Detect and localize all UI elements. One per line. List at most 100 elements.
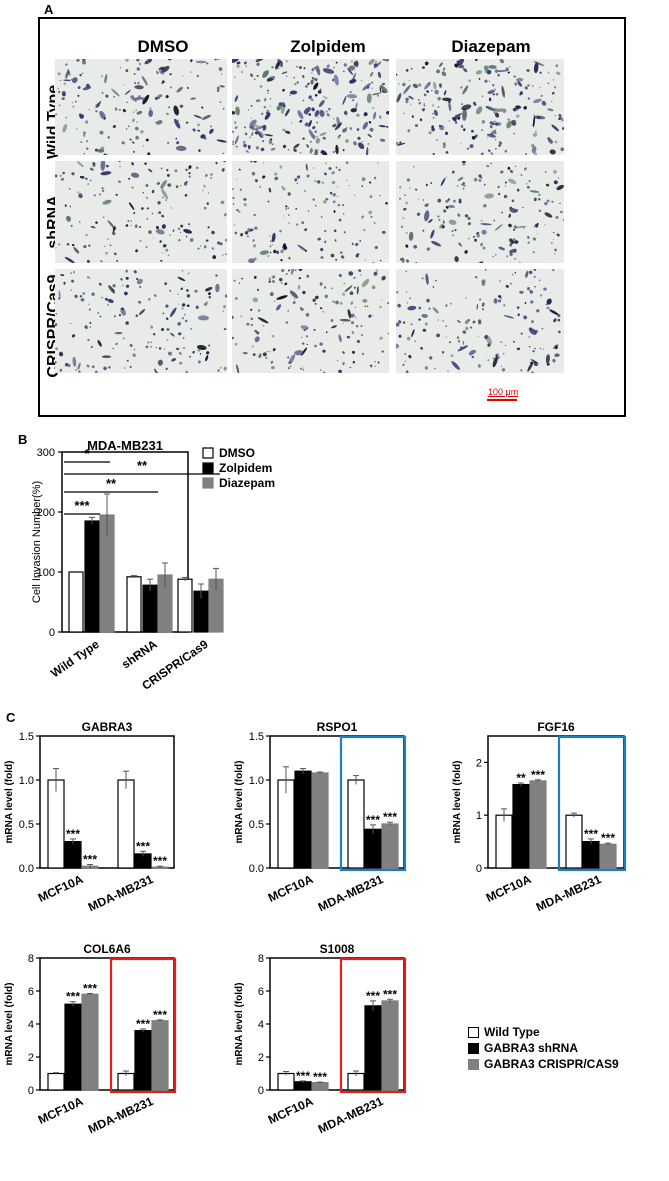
cell xyxy=(126,101,128,103)
cell xyxy=(138,94,141,98)
significance-stars: *** xyxy=(83,981,97,995)
cell xyxy=(432,116,435,119)
bar-0-1 xyxy=(347,779,365,869)
y-tick-label: 0.5 xyxy=(19,819,34,831)
cell xyxy=(267,255,270,257)
cell xyxy=(424,210,430,222)
cell xyxy=(516,306,520,309)
cell xyxy=(439,223,444,229)
cell xyxy=(100,161,106,171)
bar-0-0 xyxy=(277,1072,295,1091)
cell xyxy=(210,177,212,179)
cell xyxy=(335,61,338,64)
cell xyxy=(274,300,276,302)
cell xyxy=(235,106,240,116)
cell xyxy=(483,204,487,208)
legend-label-crispr: GABRA3 CRISPR/CAS9 xyxy=(484,1057,619,1071)
cell xyxy=(430,89,433,92)
cell xyxy=(426,298,430,303)
cell xyxy=(439,62,443,67)
cell xyxy=(324,230,327,232)
cell xyxy=(112,225,116,235)
cell xyxy=(215,283,220,293)
cell xyxy=(263,106,267,109)
cell xyxy=(223,161,226,163)
cell xyxy=(437,198,442,203)
cell xyxy=(550,242,553,244)
legend-item-wild-type: Wild Type xyxy=(468,1024,668,1040)
x-tick-label: MDA-MB231 xyxy=(534,872,604,914)
cell xyxy=(130,172,140,178)
cell xyxy=(382,59,389,62)
cell xyxy=(262,325,265,327)
cell xyxy=(355,60,359,68)
cell xyxy=(166,173,170,177)
cell xyxy=(560,210,563,214)
cell xyxy=(366,305,369,308)
cell xyxy=(303,329,306,332)
cell xyxy=(165,95,169,99)
cell xyxy=(324,294,328,299)
cell xyxy=(312,198,315,201)
cell xyxy=(289,290,299,299)
cell xyxy=(293,76,296,79)
cell xyxy=(219,242,223,246)
y-axis-label: mRNA level (fold) xyxy=(452,761,463,844)
cell xyxy=(81,72,84,75)
cell xyxy=(432,307,439,314)
cell xyxy=(335,300,339,305)
cell xyxy=(125,269,128,273)
cell xyxy=(74,294,78,298)
cell xyxy=(321,181,325,184)
cell xyxy=(335,144,339,155)
cell xyxy=(469,326,473,329)
cell xyxy=(346,127,348,129)
cell xyxy=(257,317,269,324)
cell xyxy=(400,225,404,228)
cell xyxy=(554,114,556,117)
cell xyxy=(371,81,374,84)
cell xyxy=(553,318,557,323)
cell xyxy=(219,366,222,369)
cell xyxy=(272,143,274,145)
cell xyxy=(544,212,553,218)
significance-stars: *** xyxy=(601,831,615,845)
cell xyxy=(181,303,186,307)
cell xyxy=(532,132,538,137)
cell xyxy=(343,231,346,234)
cell xyxy=(183,228,193,234)
cell xyxy=(217,59,220,61)
cell xyxy=(101,296,104,299)
cell xyxy=(145,184,149,187)
cell xyxy=(271,232,276,243)
cell xyxy=(307,210,310,212)
cell xyxy=(504,185,507,187)
cell xyxy=(249,126,255,130)
legend-label-wild-type: Wild Type xyxy=(484,1025,540,1039)
cell xyxy=(234,135,239,145)
cell xyxy=(513,75,517,78)
cell xyxy=(345,179,348,182)
cell xyxy=(161,196,164,199)
cell xyxy=(296,223,299,226)
cell xyxy=(558,117,561,120)
cell xyxy=(558,113,562,117)
highlight-box xyxy=(339,735,407,872)
cell xyxy=(509,66,511,68)
cell xyxy=(509,282,512,285)
bar-0-0 xyxy=(47,1072,65,1091)
cell xyxy=(379,336,383,340)
cell xyxy=(155,346,157,349)
cell xyxy=(304,228,308,232)
cell xyxy=(310,97,314,102)
cell xyxy=(111,88,120,97)
micrograph-2-2 xyxy=(396,269,564,373)
cell xyxy=(478,321,482,325)
cell xyxy=(250,104,253,107)
cell xyxy=(553,169,557,174)
cell xyxy=(520,174,523,176)
cell xyxy=(218,67,223,71)
cell xyxy=(514,257,516,260)
cell xyxy=(364,259,366,261)
cell xyxy=(379,115,382,119)
